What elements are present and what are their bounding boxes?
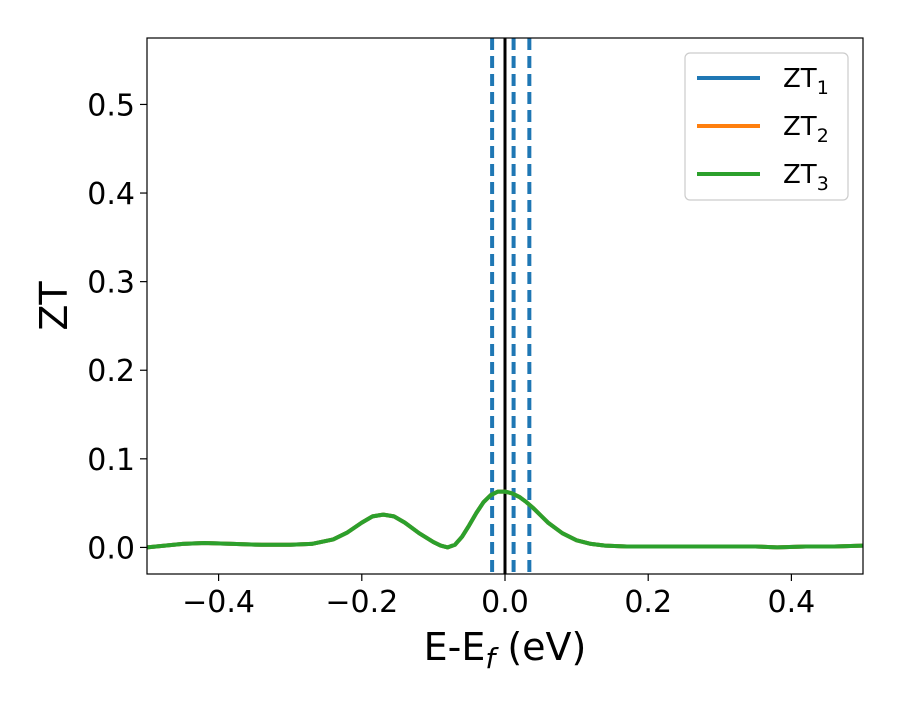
x-tick-label: 0.2 xyxy=(624,585,672,620)
x-tick-label: −0.4 xyxy=(182,585,255,620)
y-tick-label: 0.1 xyxy=(87,443,135,478)
y-tick-label: 0.5 xyxy=(87,88,135,123)
legend-label-sub: 2 xyxy=(817,125,829,147)
plot-content xyxy=(147,38,863,574)
x-axis-label: E-Ef (eV) xyxy=(424,625,587,675)
legend-label-zt2: ZT2 xyxy=(783,112,829,147)
legend-box xyxy=(684,52,849,201)
x-tick-label: 0.0 xyxy=(481,585,529,620)
series-line-zt3 xyxy=(147,489,863,550)
y-tick-label: 0.0 xyxy=(87,531,135,566)
axes: −0.4 −0.2 0.0 0.2 0.4 0.0 0.1 0.2 0.3 0.4 0.5 E-Ef … xyxy=(32,37,864,675)
legend-label-sub: 3 xyxy=(817,173,829,195)
y-tick-label: 0.2 xyxy=(87,354,135,389)
x-tick-label: 0.4 xyxy=(768,585,816,620)
legend-label-zt1: ZT1 xyxy=(783,64,829,99)
legend-label-base: ZT xyxy=(783,160,817,190)
plot-area xyxy=(147,38,863,574)
y-tick-label: 0.4 xyxy=(87,177,135,212)
x-tick-label: −0.2 xyxy=(325,585,398,620)
legend-label-zt3: ZT3 xyxy=(783,160,829,195)
legend-label-base: ZT xyxy=(783,64,817,94)
legend-label-sub: 1 xyxy=(817,77,829,99)
y-tick-label: 0.3 xyxy=(87,266,135,301)
x-axis-label-main: E-E xyxy=(424,625,486,669)
y-axis-label: ZT xyxy=(32,281,76,331)
legend-label-base: ZT xyxy=(783,112,817,142)
x-axis-label-unit: (eV) xyxy=(495,625,586,669)
